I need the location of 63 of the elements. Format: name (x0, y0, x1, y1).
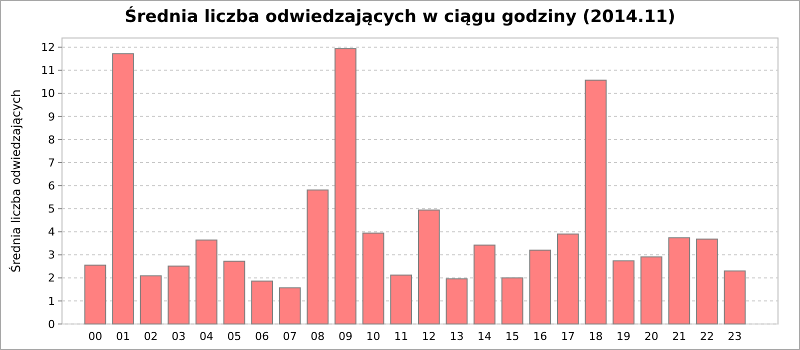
bar (168, 266, 190, 324)
bar (640, 256, 662, 324)
bar (724, 270, 746, 324)
y-axis-title: Średnia liczba odwiedzających (8, 89, 23, 273)
x-tick-label: 17 (560, 330, 575, 343)
y-tick-label: 4 (48, 226, 55, 239)
x-tick-label: 14 (478, 330, 492, 343)
bar (306, 189, 329, 324)
x-tick-label: 07 (282, 330, 297, 343)
bar (418, 210, 440, 324)
y-tick-label: 6 (48, 179, 55, 192)
bar (501, 277, 524, 324)
y-tick-label: 9 (48, 110, 55, 124)
bar (529, 250, 552, 324)
bar (584, 80, 607, 324)
chart-title: Średnia liczba odwiedzających w ciągu godziny (2014.11) (124, 6, 676, 27)
y-tick-label: 12 (41, 41, 55, 54)
bar (223, 260, 246, 324)
bar (334, 48, 356, 324)
bar (612, 260, 634, 324)
bar (140, 275, 162, 324)
x-tick-label: 12 (422, 330, 436, 343)
x-tick-label: 21 (672, 330, 686, 343)
y-tick-label: 0 (48, 318, 55, 331)
x-tick-label: 11 (394, 330, 408, 343)
x-tick-label: 08 (310, 330, 325, 343)
y-tick-label: 7 (48, 156, 55, 170)
bar (112, 53, 134, 324)
bar (474, 244, 496, 324)
bar (196, 240, 218, 324)
y-tick-label: 11 (41, 64, 55, 78)
x-tick-label: 22 (700, 330, 714, 343)
y-tick-label: 1 (48, 294, 55, 308)
y-tick-label: 5 (48, 202, 55, 216)
x-tick-label: 23 (728, 330, 742, 343)
bar (668, 237, 690, 324)
x-tick-label: 06 (255, 330, 270, 343)
x-tick-label: 19 (616, 330, 631, 343)
x-tick-label: 03 (172, 330, 186, 343)
x-tick-label: 09 (338, 330, 352, 343)
bar (696, 238, 718, 324)
y-tick-label: 8 (48, 133, 55, 146)
bar (84, 264, 106, 324)
x-tick-label: 15 (505, 330, 520, 343)
x-tick-label: 04 (199, 330, 214, 343)
y-tick-label: 10 (41, 87, 55, 100)
x-tick-label: 00 (88, 330, 102, 343)
y-tick-label: 3 (48, 248, 55, 262)
x-tick-label: 01 (116, 330, 130, 343)
bar (557, 234, 579, 324)
x-tick-label: 05 (227, 330, 242, 343)
y-tick-label: 2 (48, 272, 55, 285)
bar (278, 287, 301, 324)
bar (362, 232, 384, 324)
x-tick-label: 02 (144, 330, 158, 343)
x-tick-label: 18 (588, 330, 603, 343)
x-tick-label: 13 (450, 330, 464, 343)
bar (446, 278, 468, 324)
x-tick-label: 20 (644, 330, 658, 343)
x-tick-label: 10 (366, 330, 380, 343)
bar (251, 280, 273, 324)
bar (390, 274, 412, 324)
x-tick-label: 16 (533, 330, 548, 343)
